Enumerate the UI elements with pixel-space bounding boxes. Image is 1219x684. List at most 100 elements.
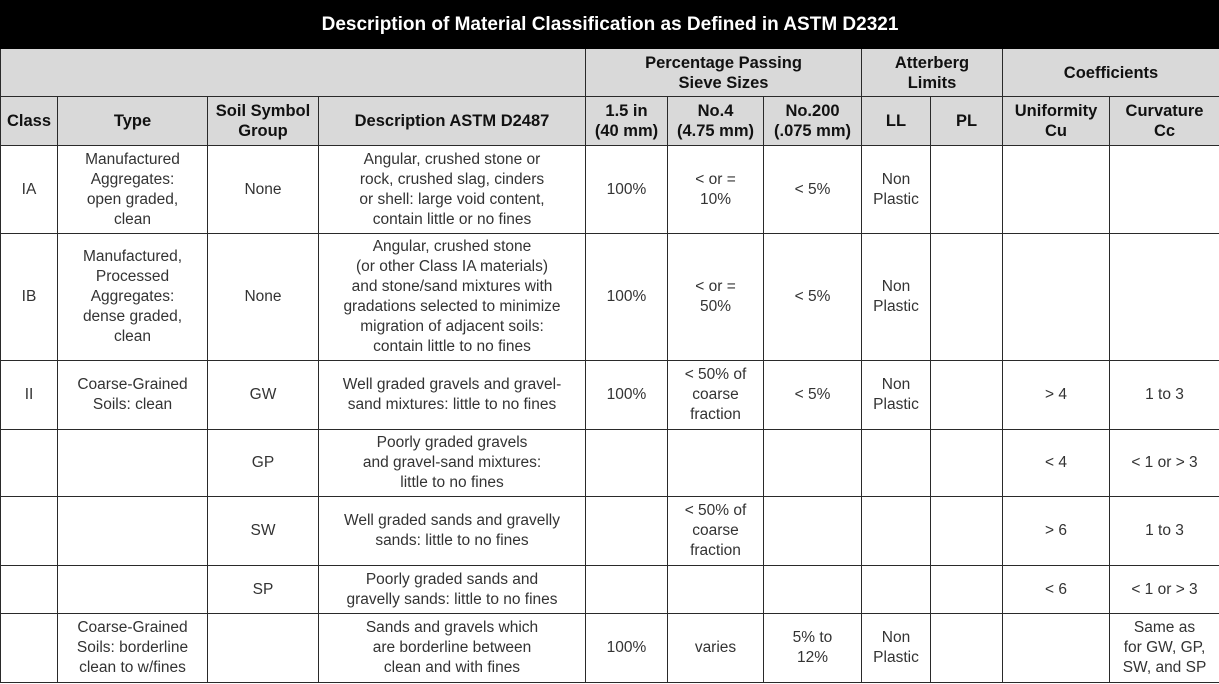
- table-cell: Manufactured, Processed Aggregates: dens…: [57, 233, 208, 361]
- table-cell: Coarse-Grained Soils: clean: [57, 360, 208, 430]
- table-cell: [1002, 233, 1110, 361]
- table-cell: < 50% of coarse fraction: [667, 360, 764, 430]
- column-header: Type: [57, 96, 208, 146]
- table-cell: [585, 429, 668, 497]
- table-cell: [763, 429, 862, 497]
- table-cell: < 4: [1002, 429, 1110, 497]
- table-cell: IB: [0, 233, 58, 361]
- table-cell: Non Plastic: [861, 145, 931, 234]
- table-cell: [1108, 233, 1219, 361]
- table-cell: Manufactured Aggregates: open graded, cl…: [57, 145, 208, 234]
- table-cell: 100%: [585, 613, 668, 683]
- table-row: II Coarse-Grained Soils: clean GW Well grad…: [0, 360, 1219, 430]
- table-cell: [57, 565, 208, 614]
- table-cell: < 1 or > 3: [1108, 429, 1219, 497]
- table-cell: Non Plastic: [861, 360, 931, 430]
- table-cell: Poorly graded gravels and gravel-sand mi…: [318, 429, 586, 497]
- group-header-sieve: Percentage Passing Sieve Sizes: [585, 48, 862, 97]
- column-header: No.200 (.075 mm): [763, 96, 862, 146]
- table-cell: [0, 429, 58, 497]
- table-row: IA Manufactured Aggregates: open graded, …: [0, 145, 1219, 234]
- column-header: Curvature Cc: [1108, 96, 1219, 146]
- table-cell: Angular, crushed stone (or other Class I…: [318, 233, 586, 361]
- table-cell: [0, 613, 58, 683]
- table-cell: [861, 496, 931, 566]
- table-cell: < or = 10%: [667, 145, 764, 234]
- table-cell: > 4: [1002, 360, 1110, 430]
- table-cell: [667, 429, 764, 497]
- table-row: IB Manufactured, Processed Aggregates: de…: [0, 233, 1219, 361]
- table-row: SW Well graded sands and gravelly sands: …: [0, 496, 1219, 566]
- table-cell: varies: [667, 613, 764, 683]
- table-cell: Non Plastic: [861, 613, 931, 683]
- table-row: GP Poorly graded gravels and gravel-sand …: [0, 429, 1219, 497]
- table-row: SP Poorly graded sands and gravelly sands…: [0, 565, 1219, 614]
- table-cell: [930, 233, 1003, 361]
- table-cell: [207, 613, 319, 683]
- table-cell: [861, 565, 931, 614]
- table-cell: IA: [0, 145, 58, 234]
- table-cell: [930, 565, 1003, 614]
- table-cell: Non Plastic: [861, 233, 931, 361]
- column-header: Description ASTM D2487: [318, 96, 586, 146]
- table-cell: 5% to 12%: [763, 613, 862, 683]
- table-cell: [1002, 613, 1110, 683]
- table-cell: Well graded sands and gravelly sands: li…: [318, 496, 586, 566]
- group-header-coefficients: Coefficients: [1001, 48, 1219, 97]
- table-cell: Poorly graded sands and gravelly sands: …: [318, 565, 586, 614]
- table-cell: [763, 565, 862, 614]
- column-header: 1.5 in (40 mm): [585, 96, 668, 146]
- table-cell: GP: [207, 429, 319, 497]
- column-header: Uniformity Cu: [1002, 96, 1110, 146]
- table-cell: Sands and gravels which are borderline b…: [318, 613, 586, 683]
- table-cell: GW: [207, 360, 319, 430]
- table-cell: [0, 496, 58, 566]
- group-header-atterberg: Atterberg Limits: [861, 48, 1003, 97]
- table-cell: [0, 565, 58, 614]
- table-cell: < 5%: [763, 233, 862, 361]
- table-cell: 1 to 3: [1108, 360, 1219, 430]
- column-header: LL: [861, 96, 931, 146]
- table-cell: Well graded gravels and gravel- sand mix…: [318, 360, 586, 430]
- table-cell: < or = 50%: [667, 233, 764, 361]
- table-cell: [667, 565, 764, 614]
- table-cell: [861, 429, 931, 497]
- table-cell: [930, 145, 1003, 234]
- column-header: Soil Symbol Group: [207, 96, 319, 146]
- table-cell: [585, 496, 668, 566]
- table-title: Description of Material Classification a…: [0, 0, 1219, 49]
- table-cell: Angular, crushed stone or rock, crushed …: [318, 145, 586, 234]
- table-cell: [1002, 145, 1110, 234]
- column-header-row: Class Type Soil Symbol Group Description AS…: [0, 96, 1219, 146]
- column-header: No.4 (4.75 mm): [667, 96, 764, 146]
- table-cell: < 6: [1002, 565, 1110, 614]
- table-row: Coarse-Grained Soils: borderline clean t…: [0, 613, 1219, 683]
- table-cell: [1108, 145, 1219, 234]
- table-cell: 100%: [585, 360, 668, 430]
- table-cell: < 5%: [763, 360, 862, 430]
- table-cell: [57, 496, 208, 566]
- table-cell: SP: [207, 565, 319, 614]
- table-cell: II: [0, 360, 58, 430]
- table-cell: [763, 496, 862, 566]
- table-cell: 100%: [585, 145, 668, 234]
- table-cell: < 5%: [763, 145, 862, 234]
- table-cell: None: [207, 145, 319, 234]
- table-cell: < 50% of coarse fraction: [667, 496, 764, 566]
- table-cell: [930, 496, 1003, 566]
- group-header-blank: [0, 48, 586, 97]
- table-cell: None: [207, 233, 319, 361]
- table-cell: Coarse-Grained Soils: borderline clean t…: [57, 613, 208, 683]
- table-cell: Same as for GW, GP, SW, and SP: [1108, 613, 1219, 683]
- table-cell: [930, 613, 1003, 683]
- table-cell: < 1 or > 3: [1108, 565, 1219, 614]
- table-cell: > 6: [1002, 496, 1110, 566]
- table-cell: [57, 429, 208, 497]
- column-header: PL: [930, 96, 1003, 146]
- table-cell: [585, 565, 668, 614]
- table-cell: [930, 429, 1003, 497]
- table-cell: 1 to 3: [1108, 496, 1219, 566]
- column-header: Class: [0, 96, 58, 146]
- table-cell: SW: [207, 496, 319, 566]
